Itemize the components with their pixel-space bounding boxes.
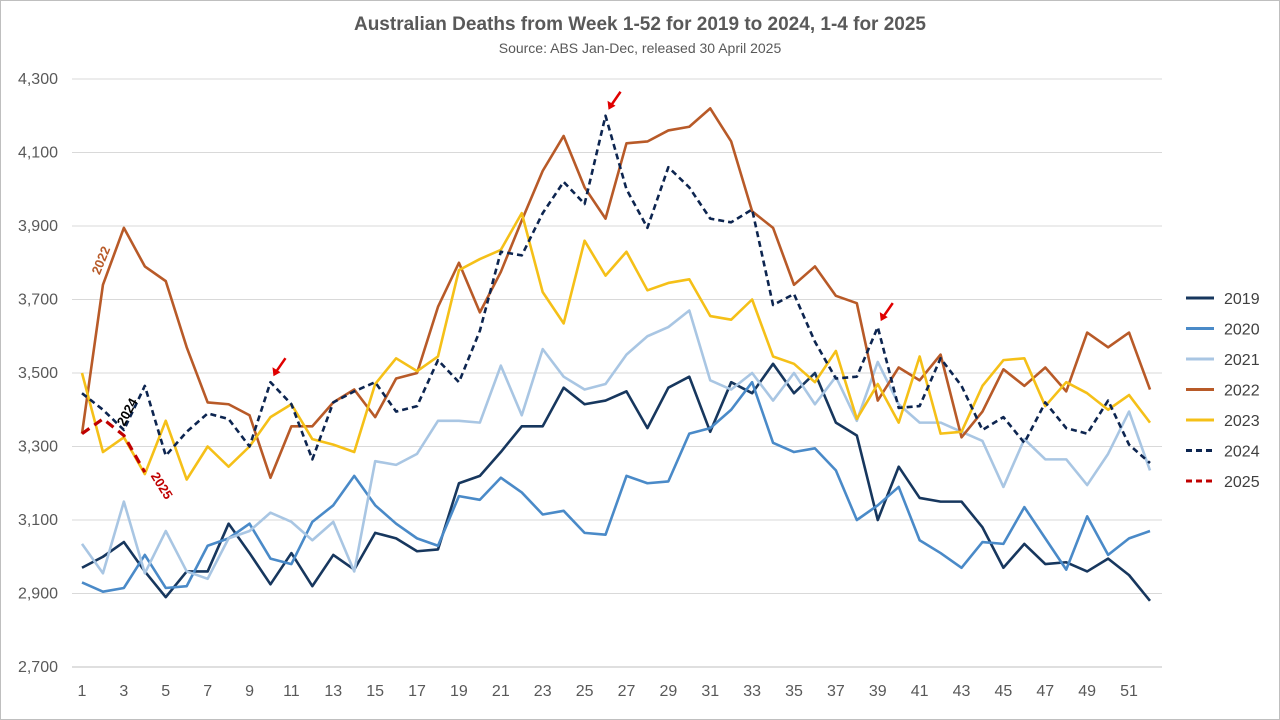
- annotation-2024: 2024: [114, 395, 141, 428]
- x-tick-label: 11: [283, 683, 300, 700]
- x-tick-label: 41: [911, 683, 929, 700]
- x-tick-label: 9: [245, 683, 254, 700]
- x-tick-label: 43: [953, 683, 971, 700]
- legend: 2019 2020 2021 2022 2023 2024 2025: [1186, 291, 1260, 491]
- x-tick-label: 49: [1078, 683, 1096, 700]
- legend-label-2022: 2022: [1224, 383, 1260, 400]
- arrow-shaft: [275, 357, 287, 372]
- x-tick-label: 23: [534, 683, 552, 700]
- y-tick-label: 3,900: [18, 218, 58, 235]
- x-axis-ticks: 1 3 5 7 9 11 13 15 17 19 21 23 25 27 29 31 33 35 37 39 41 43 4…: [78, 683, 1139, 700]
- y-tick-label: 3,500: [18, 365, 58, 382]
- x-tick-label: 33: [743, 683, 761, 700]
- arrow-shaft: [882, 302, 894, 317]
- y-tick-label: 3,300: [18, 439, 58, 456]
- x-tick-label: 51: [1120, 683, 1138, 700]
- gridlines: [72, 78, 1162, 668]
- x-tick-label: 25: [576, 683, 594, 700]
- x-tick-label: 27: [618, 683, 636, 700]
- legend-label-2021: 2021: [1224, 352, 1260, 369]
- x-tick-label: 15: [366, 683, 384, 700]
- x-tick-label: 29: [659, 683, 677, 700]
- x-tick-label: 45: [995, 683, 1013, 700]
- y-tick-label: 2,700: [18, 659, 58, 676]
- annotation-2022: 2022: [88, 244, 113, 276]
- series-line-2019: [81, 362, 1152, 602]
- x-tick-label: 31: [701, 683, 719, 700]
- chart-title: Australian Deaths from Week 1-52 for 201…: [353, 14, 926, 35]
- y-tick-label: 4,100: [18, 145, 58, 162]
- arrow-head: [879, 312, 888, 322]
- x-tick-label: 35: [785, 683, 803, 700]
- series-lines: [80, 107, 1152, 602]
- x-tick-label: 47: [1036, 683, 1054, 700]
- x-tick-label: 17: [408, 683, 426, 700]
- x-tick-label: 39: [869, 683, 887, 700]
- series-line-2021: [80, 309, 1152, 581]
- x-tick-label: 21: [492, 683, 510, 700]
- legend-label-2025: 2025: [1224, 474, 1260, 491]
- arrow-shaft: [610, 91, 622, 106]
- x-tick-label: 3: [119, 683, 128, 700]
- x-tick-label: 7: [203, 683, 212, 700]
- legend-label-2020: 2020: [1224, 322, 1260, 339]
- series-line-2024: [81, 114, 1151, 465]
- y-tick-label: 3,100: [18, 512, 58, 529]
- y-tick-label: 3,700: [18, 292, 58, 309]
- chart-subtitle: Source: ABS Jan-Dec, released 30 April 2…: [498, 40, 782, 56]
- y-axis-ticks: 2,700 2,900 3,100 3,300 3,500 3,700 3,900 4,100…: [18, 71, 58, 676]
- series-line-2023: [80, 211, 1152, 481]
- x-tick-label: 1: [78, 683, 87, 700]
- arrow-head: [607, 100, 616, 110]
- legend-label-2023: 2023: [1224, 413, 1260, 430]
- series-line-2022: [80, 107, 1152, 480]
- series-line-2020: [81, 380, 1151, 593]
- legend-label-2024: 2024: [1224, 444, 1260, 461]
- x-tick-label: 13: [324, 683, 342, 700]
- y-tick-label: 2,900: [18, 586, 58, 603]
- series-line-2025: [81, 417, 147, 474]
- x-tick-label: 37: [827, 683, 845, 700]
- x-tick-label: 5: [161, 683, 170, 700]
- y-tick-label: 4,300: [18, 71, 58, 88]
- annotation-2025: 2025: [148, 469, 176, 501]
- x-tick-label: 19: [450, 683, 468, 700]
- legend-label-2019: 2019: [1224, 291, 1260, 308]
- arrow-head: [272, 367, 281, 377]
